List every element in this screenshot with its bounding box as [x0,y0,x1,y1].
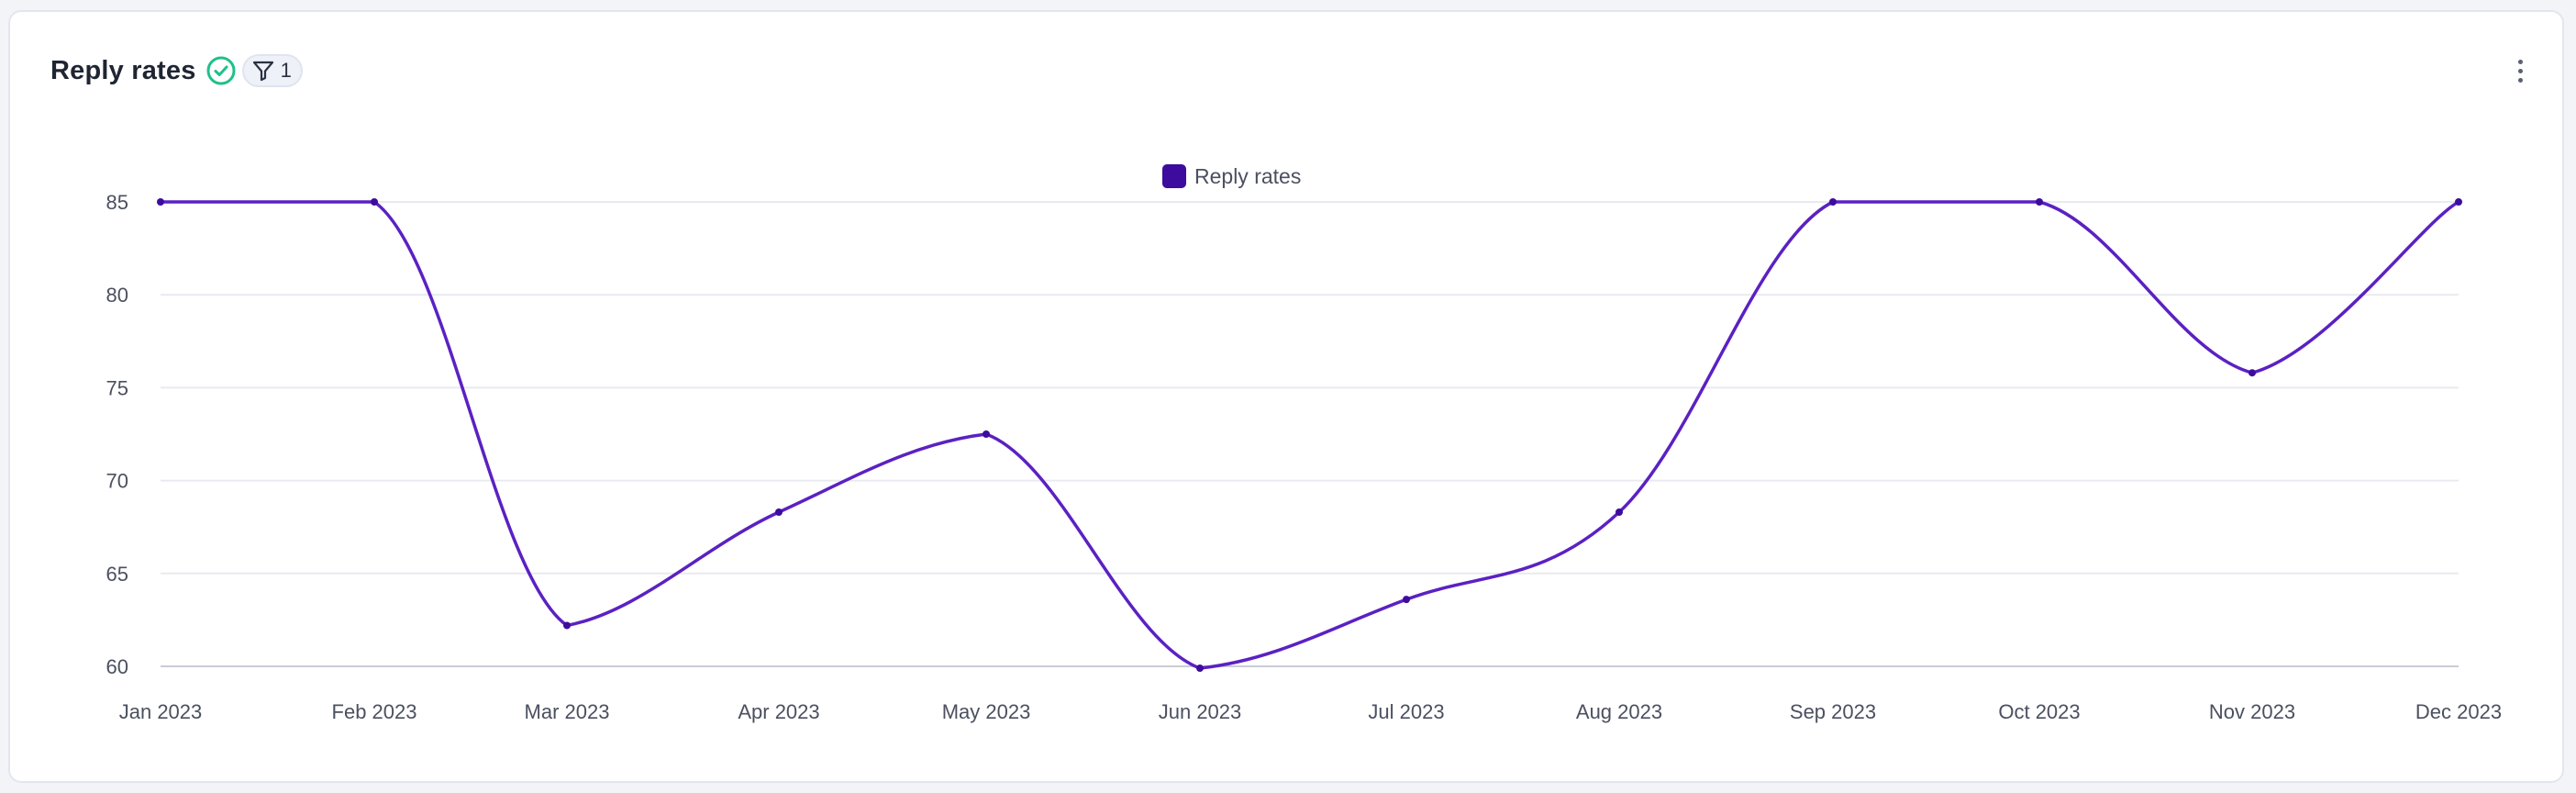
x-tick-label: Nov 2023 [2209,700,2295,723]
y-tick-label: 80 [106,284,128,307]
data-point[interactable] [1829,198,1837,206]
y-tick-label: 85 [106,191,128,214]
y-tick-label: 75 [106,376,128,399]
x-tick-label: Jun 2023 [1159,700,1242,723]
data-point[interactable] [157,198,164,206]
filter-badge[interactable]: 1 [241,54,303,87]
data-point[interactable] [983,430,990,438]
data-point[interactable] [2248,369,2256,377]
legend-label: Reply rates [1194,164,1301,188]
data-point[interactable] [1196,665,1204,673]
data-point[interactable] [563,621,571,630]
x-tick-label: Aug 2023 [1576,700,1662,723]
x-tick-label: Jan 2023 [119,700,203,723]
check-circle-icon [205,55,237,86]
x-tick-label: Sep 2023 [1790,700,1876,723]
y-axis-ticks: 60 65 70 75 80 85 [106,191,128,678]
y-tick-label: 70 [106,470,128,493]
data-point[interactable] [2455,198,2462,206]
legend-swatch [1162,164,1186,188]
x-tick-label: May 2023 [942,700,1031,723]
x-tick-label: Jul 2023 [1368,700,1444,723]
x-tick-label: Feb 2023 [332,700,417,723]
series-line [159,200,2460,670]
y-tick-label: 65 [106,563,128,586]
x-axis-ticks: Jan 2023 Feb 2023 Mar 2023 Apr 2023 May 2023… [119,700,2502,723]
x-tick-label: Dec 2023 [2415,700,2502,723]
x-tick-label: Oct 2023 [1998,700,2080,723]
y-tick-label: 60 [106,655,128,678]
series-reply-rates [157,198,2462,673]
card-title: Reply rates [50,55,196,85]
card-header: Reply rates 1 [50,49,303,93]
data-point[interactable] [371,198,378,206]
data-point[interactable] [2036,198,2043,206]
filter-funnel-icon [251,59,275,83]
data-point[interactable] [775,508,783,517]
x-tick-label: Apr 2023 [738,700,819,723]
x-tick-label: Mar 2023 [525,700,610,723]
grid-lines [161,201,2459,667]
chart-legend[interactable]: Reply rates [1162,164,1301,188]
more-vertical-icon[interactable] [2509,54,2531,87]
data-point[interactable] [1403,596,1410,604]
data-point[interactable] [1616,508,1623,517]
filter-count: 1 [280,59,292,82]
chart-card: Reply rates 1 [8,10,2564,783]
